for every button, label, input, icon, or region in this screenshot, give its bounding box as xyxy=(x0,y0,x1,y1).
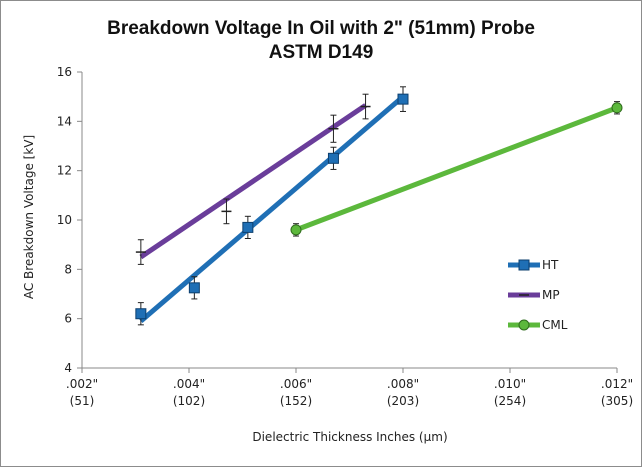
series-layer xyxy=(135,86,623,326)
axes: 4 6 8 10 12 14 16 .002" (51) .004" (102) .006" (152)… xyxy=(57,65,633,408)
x-tick-label: .010" xyxy=(494,377,526,391)
y-axis-label: AC Breakdown Voltage [kV] xyxy=(22,135,36,299)
legend-item-mp: MP xyxy=(508,288,560,302)
x-tick-label: .006" xyxy=(280,377,312,391)
x-tick-label: .008" xyxy=(387,377,419,391)
data-point-ht xyxy=(327,152,339,164)
series-line-cml xyxy=(295,105,618,233)
y-tick-label: 10 xyxy=(57,213,72,227)
y-tick-label: 16 xyxy=(57,65,72,79)
x-tick-sublabel: (152) xyxy=(280,394,312,408)
legend-marker-ht xyxy=(518,259,530,271)
legend-marker-cml xyxy=(518,319,530,331)
legend: HT MP CML xyxy=(508,258,568,332)
series-line-mp xyxy=(139,103,367,260)
data-point-cml xyxy=(611,102,623,114)
series-mp xyxy=(135,93,371,265)
series-ht xyxy=(135,86,409,326)
chart-title: Breakdown Voltage In Oil with 2" (51mm) … xyxy=(107,18,535,39)
data-point-ht xyxy=(135,308,147,320)
x-tick-sublabel: (102) xyxy=(173,394,205,408)
x-tick-label: .004" xyxy=(173,377,205,391)
data-point-ht xyxy=(188,282,200,294)
series-cml xyxy=(290,101,623,237)
y-tick-label: 6 xyxy=(64,312,72,326)
y-tick-label: 14 xyxy=(57,114,72,128)
data-point-ht xyxy=(242,221,254,233)
x-tick-label: .012" xyxy=(601,377,633,391)
chart-subtitle: ASTM D149 xyxy=(268,42,374,63)
x-tick-label: .002" xyxy=(66,377,98,391)
legend-label-mp: MP xyxy=(542,288,560,302)
x-tick-sublabel: (305) xyxy=(601,394,633,408)
y-tick-label: 12 xyxy=(57,164,72,178)
data-point-cml xyxy=(290,224,302,236)
y-tick-label: 8 xyxy=(64,262,72,276)
x-tick-sublabel: (203) xyxy=(387,394,419,408)
x-tick-sublabel: (254) xyxy=(494,394,526,408)
legend-item-ht: HT xyxy=(508,258,559,272)
x-axis-label: Dielectric Thickness Inches (µm) xyxy=(252,430,447,444)
y-tick-label: 4 xyxy=(64,361,72,375)
legend-item-cml: CML xyxy=(508,318,568,332)
data-point-ht xyxy=(397,93,409,105)
legend-label-cml: CML xyxy=(542,318,568,332)
legend-label-ht: HT xyxy=(542,258,559,272)
x-tick-sublabel: (51) xyxy=(70,394,95,408)
series-line-ht xyxy=(139,94,405,324)
